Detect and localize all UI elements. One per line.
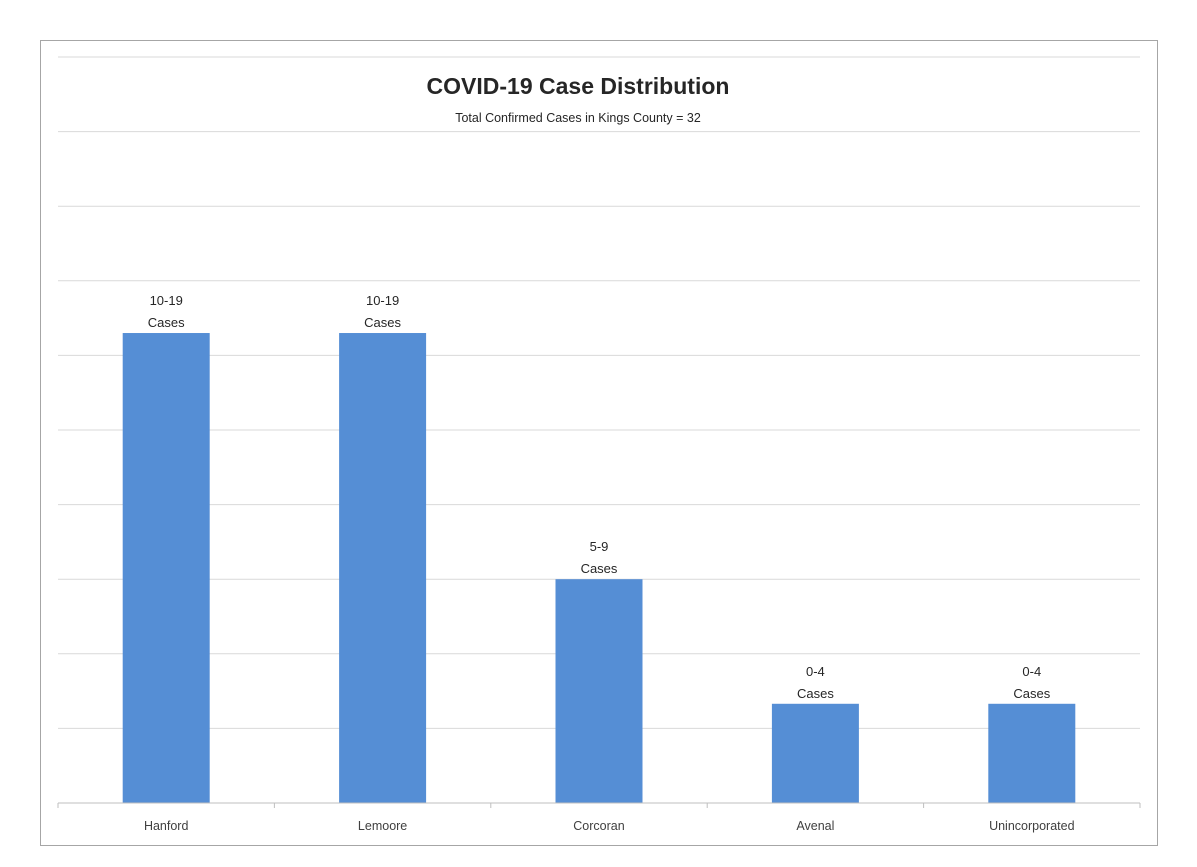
x-axis xyxy=(57,802,1141,808)
data-label-line: 5-9 xyxy=(590,539,609,554)
x-tick-label-hanford: Hanford xyxy=(144,819,189,833)
data-labels: 10-19 Cases 10-19 Cases 5-9 Cases 0-4 Cases 0-4 C… xyxy=(148,293,1051,701)
data-label-line: Cases xyxy=(581,561,618,576)
bar-corcoran xyxy=(555,579,643,803)
bar-avenal xyxy=(771,703,859,803)
x-tick-label-corcoran: Corcoran xyxy=(573,819,624,833)
bar-hanford xyxy=(122,333,210,803)
data-label-hanford: 10-19 Cases xyxy=(148,293,185,330)
chart-subtitle: Total Confirmed Cases in Kings County = … xyxy=(455,111,701,125)
data-label-unincorporated: 0-4 Cases xyxy=(1013,664,1050,701)
data-label-line: 10-19 xyxy=(150,293,183,308)
bar-lemoore xyxy=(339,333,427,803)
bars xyxy=(122,333,1076,803)
data-label-avenal: 0-4 Cases xyxy=(797,664,834,701)
data-label-lemoore: 10-19 Cases xyxy=(364,293,401,330)
data-label-line: 0-4 xyxy=(1022,664,1041,679)
data-label-line: Cases xyxy=(1013,686,1050,701)
bar-unincorporated xyxy=(988,703,1076,803)
x-tick-label-unincorporated: Unincorporated xyxy=(989,819,1075,833)
data-label-corcoran: 5-9 Cases xyxy=(581,539,618,576)
chart-title: COVID-19 Case Distribution xyxy=(427,73,730,99)
data-label-line: Cases xyxy=(797,686,834,701)
data-label-line: Cases xyxy=(364,315,401,330)
gridlines xyxy=(58,56,1140,729)
x-tick-labels: Hanford Lemoore Corcoran Avenal Unincorporat… xyxy=(144,819,1075,833)
x-tick-label-lemoore: Lemoore xyxy=(358,819,407,833)
data-label-line: Cases xyxy=(148,315,185,330)
data-label-line: 10-19 xyxy=(366,293,399,308)
data-label-line: 0-4 xyxy=(806,664,825,679)
x-tick-label-avenal: Avenal xyxy=(796,819,834,833)
